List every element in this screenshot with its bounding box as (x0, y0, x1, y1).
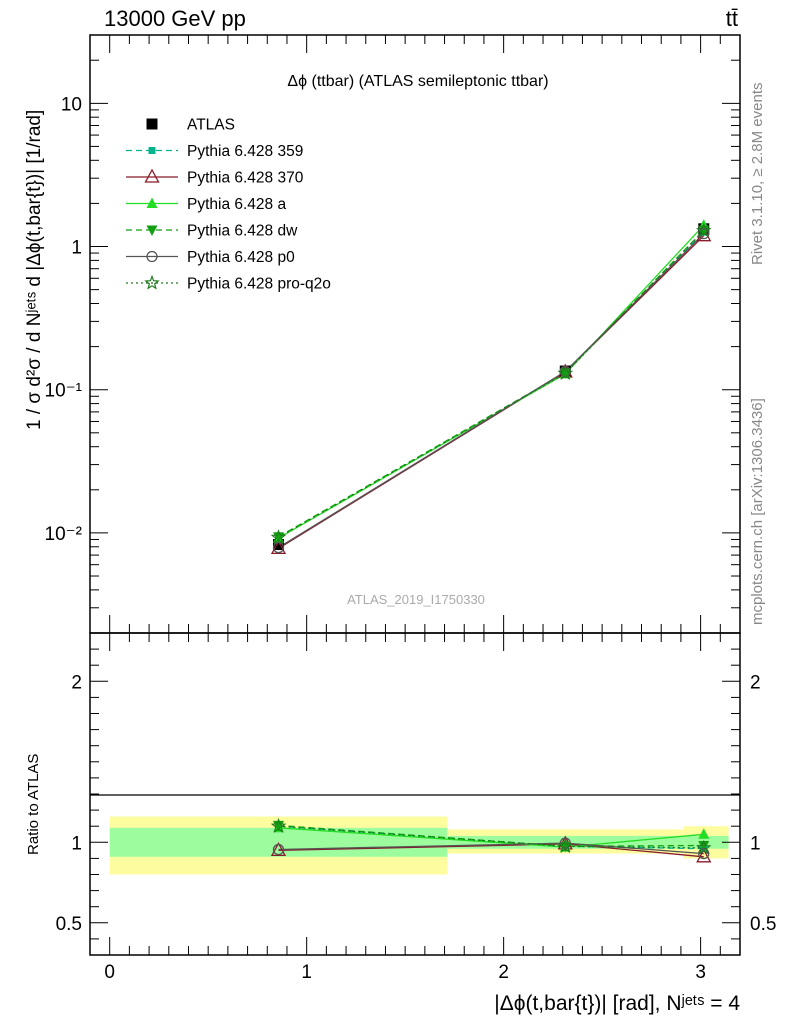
legend-entry-pp0: Pythia 6.428 p0 (126, 249, 295, 266)
legend-marker (146, 250, 158, 263)
ratio-y-tick-label-right: 0.5 (750, 914, 776, 935)
x-tick-label: 3 (695, 962, 706, 983)
main-point-pq2o (696, 222, 712, 238)
x-tick-label: 0 (104, 962, 115, 983)
main-y-axis-label: 1 / σ d²σ / d Nʲᵉᵗˢ d |Δϕ(t,bar{t})| [1/… (24, 110, 45, 430)
ratio-point-pq2o (270, 818, 287, 833)
legend-label: Pythia 6.428 370 (187, 170, 304, 187)
main-panel: 10⁻² 10⁻¹ 1 10 Δϕ (ttbar) (ATLAS semilepton… (24, 34, 741, 634)
legend-label: Pythia 6.428 dw (187, 223, 298, 240)
ratio-point-pdw (698, 841, 710, 852)
ratio-line-pq2o (278, 825, 704, 849)
main-point-p370 (270, 539, 287, 555)
ratio-y-tick-label-right: 2 (750, 672, 761, 693)
legend-marker (144, 168, 160, 183)
main-y-tick-label: 10⁻¹ (45, 381, 83, 402)
main-point-pq2o (557, 365, 574, 381)
watermark: ATLAS_2019_I1750330 (347, 592, 485, 607)
ratio-point-p370 (270, 841, 287, 856)
ratio-point-pp0 (272, 843, 285, 856)
legend-marker (146, 197, 158, 208)
ratio-point-pp0 (559, 837, 571, 849)
legend-label: Pythia 6.428 p0 (187, 249, 295, 266)
main-y-tick-label: 10 (61, 94, 82, 115)
legend-label: Pythia 6.428 pro-q2o (187, 276, 331, 293)
legend-entry-atlas: ATLAS (146, 117, 235, 134)
legend-label: ATLAS (187, 117, 235, 134)
main-title: Δϕ (ttbar) (ATLAS semileptonic ttbar) (287, 73, 548, 90)
legend-label: Pythia 6.428 359 (187, 143, 303, 160)
process-label: tt̄ (726, 6, 738, 31)
main-line-pq2o (278, 230, 705, 538)
ratio-y-axis-label: Ratio to ATLAS (25, 754, 42, 855)
ratio-point-pq2o (557, 838, 574, 853)
ratio-y-tick-label: 1 (71, 833, 82, 854)
main-line-p359 (278, 231, 705, 538)
x-tick-label: 2 (498, 962, 509, 983)
ratio-series-markers (270, 818, 712, 863)
ratio-y-tick-label: 2 (71, 672, 82, 693)
ratio-point-pa (698, 828, 710, 839)
main-line-pdw (278, 229, 705, 538)
ratio-point-pp0 (698, 847, 710, 860)
legend-entry-pq2o: Pythia 6.428 pro-q2o (126, 274, 331, 293)
legend: ATLAS Pythia 6.428 359 Pythia 6.428 370 Pyt… (126, 117, 331, 293)
ratio-uncertainty-bands (109, 816, 729, 875)
mcplots-label: mcplots.cern.ch [arXiv:1306.3436] (749, 398, 766, 625)
legend-entry-pa: Pythia 6.428 a (126, 196, 286, 213)
main-point-pq2o (270, 529, 287, 545)
main-series-markers (270, 219, 712, 555)
ratio-point-pq2o (696, 839, 712, 855)
main-series-lines (278, 224, 705, 549)
rivet-label: Rivet 3.1.10, ≥ 2.8M events (749, 83, 766, 266)
x-axis-label: |Δϕ(t,bar{t})| [rad], Nʲᵉᵗˢ = 4 (494, 992, 740, 1015)
ratio-panel: 0.5 0.5 1 1 2 2 0 1 2 3 Ratio to ATLAS |Δϕ(t,bar{… (25, 632, 776, 1015)
main-y-tick-label: 1 (71, 238, 82, 259)
legend-entry-p359: Pythia 6.428 359 (126, 143, 303, 160)
ratio-y-tick-label: 0.5 (56, 914, 82, 935)
legend-marker (144, 274, 160, 290)
legend-entry-pdw: Pythia 6.428 dw (126, 223, 298, 240)
energy-label: 13000 GeV pp (104, 6, 246, 31)
x-tick-label: 1 (301, 962, 312, 983)
main-point-atlas (273, 538, 284, 550)
main-y-tick-label: 10⁻² (45, 524, 83, 545)
legend-marker (148, 147, 156, 154)
ratio-frame (89, 632, 741, 956)
ratio-point-p370 (696, 848, 712, 863)
ratio-axis-ticks: 0.5 0.5 1 1 2 2 0 1 2 3 (56, 632, 776, 983)
main-line-pa (278, 224, 705, 539)
legend-marker (146, 118, 158, 130)
legend-label: Pythia 6.428 a (187, 196, 286, 213)
main-point-pp0 (698, 227, 710, 240)
legend-marker (146, 225, 158, 236)
main-point-pp0 (272, 541, 285, 554)
ratio-y-tick-label-right: 1 (750, 833, 761, 854)
legend-entry-p370: Pythia 6.428 370 (126, 168, 304, 187)
